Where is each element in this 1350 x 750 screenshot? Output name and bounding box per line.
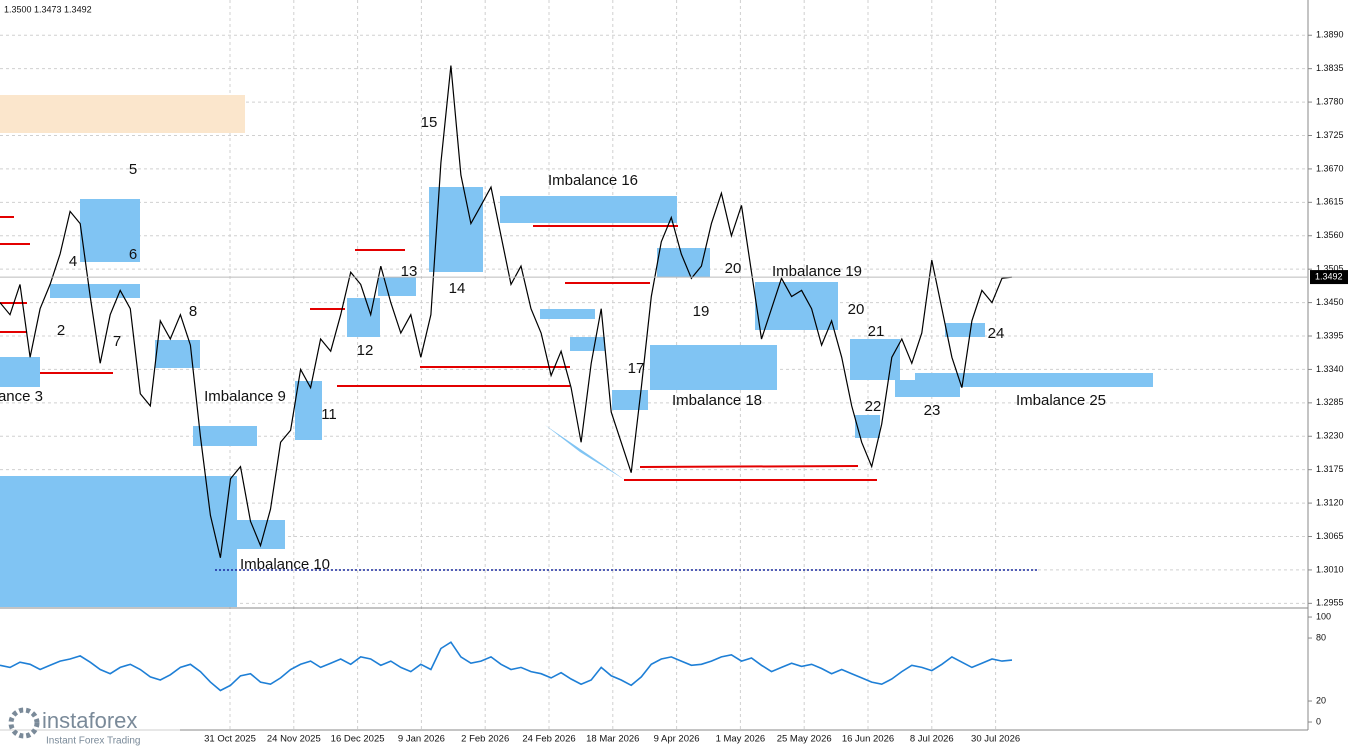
imbalance-zone	[895, 380, 960, 397]
imbalance-zone	[80, 199, 140, 262]
imbalance-zone	[755, 282, 838, 330]
x-tick-label: 16 Jun 2026	[842, 734, 894, 745]
level-line	[639, 465, 859, 468]
annotation: 11	[321, 406, 337, 423]
y-tick-label: 1.3560	[1316, 230, 1344, 240]
x-tick-label: 24 Nov 2025	[267, 734, 321, 745]
annotation: Imbalance 3	[0, 388, 43, 405]
x-tick-label: 16 Dec 2025	[331, 734, 385, 745]
y-tick-label: 1.2955	[1316, 598, 1344, 608]
annotation: Imbalance 25	[1016, 392, 1106, 409]
annotation: 2	[57, 322, 65, 339]
imbalance-zone	[500, 196, 677, 223]
y-tick-label: 1.3780	[1316, 96, 1344, 106]
annotation: 4	[69, 253, 77, 270]
annotation: 24	[988, 325, 1005, 342]
x-tick-label: 9 Apr 2026	[654, 734, 700, 745]
y-tick-label: 1.3505	[1316, 264, 1344, 274]
y-tick-label: 100	[1316, 611, 1331, 621]
y-tick-label: 1.3340	[1316, 364, 1344, 374]
y-tick-label: 1.3010	[1316, 564, 1344, 574]
annotation: 12	[357, 342, 374, 359]
annotation: 5	[129, 161, 137, 178]
x-tick-label: 2 Feb 2026	[461, 734, 509, 745]
logo: instaforex Instant Forex Trading	[0, 703, 180, 750]
y-tick-label: 1.3450	[1316, 297, 1344, 307]
imbalance-zone	[657, 248, 710, 277]
y-tick-label: 1.3120	[1316, 497, 1344, 507]
x-tick-label: 24 Feb 2026	[522, 734, 575, 745]
imbalance-zone	[650, 345, 777, 390]
imbalance-zone	[945, 323, 985, 337]
x-tick-label: 18 Mar 2026	[586, 734, 639, 745]
y-tick-label: 0	[1316, 716, 1321, 726]
logo-icon	[8, 707, 40, 739]
annotation: 14	[449, 280, 466, 297]
imbalance-zone	[540, 309, 595, 319]
imbalance-zone	[915, 373, 1153, 387]
y-tick-label: 1.3285	[1316, 397, 1344, 407]
annotation: 20	[848, 301, 865, 318]
annotation: 23	[924, 402, 941, 419]
imbalance-zone	[347, 298, 380, 337]
annotation: 17	[628, 360, 645, 377]
logo-name: instaforex	[42, 708, 137, 733]
levels	[0, 216, 1038, 571]
x-tick-label: 25 May 2026	[777, 734, 832, 745]
last-price-box	[1310, 270, 1348, 285]
annotation: Imbalance 19	[772, 263, 862, 280]
y-tick-label: 1.3230	[1316, 431, 1344, 441]
annotation: 19	[693, 303, 710, 320]
imbalance-zone	[155, 340, 200, 368]
y-tick-label: 80	[1316, 632, 1326, 642]
ohlc-header: 1.3500 1.3473 1.3492	[4, 4, 92, 14]
y-tick-label: 1.3065	[1316, 531, 1344, 541]
annotation: Imbalance 18	[672, 392, 762, 409]
y-tick-label: 1.3890	[1316, 30, 1344, 40]
annotation: 8	[189, 303, 197, 320]
imbalance-zone	[295, 381, 322, 440]
x-tick-label: 31 Oct 2025	[204, 734, 256, 745]
imbalance-zone	[545, 425, 625, 480]
y-tick-label: 20	[1316, 695, 1326, 705]
y-tick-label: 1.3670	[1316, 163, 1344, 173]
imbalance-zone	[570, 337, 605, 351]
zones	[0, 95, 1153, 607]
y-tick-label: 1.3395	[1316, 330, 1344, 340]
imbalance-zone	[50, 284, 140, 298]
x-tick-label: 30 Jul 2026	[971, 734, 1020, 745]
annotation: 20	[725, 260, 742, 277]
annotation: 15	[421, 114, 438, 131]
y-tick-label: 1.3725	[1316, 130, 1344, 140]
y-tick-label: 1.3175	[1316, 464, 1344, 474]
annotation: 13	[401, 263, 418, 280]
annotation: Imbalance 10	[240, 556, 330, 573]
imbalance-zone	[850, 339, 900, 380]
y-tick-label: 1.3835	[1316, 63, 1344, 73]
logo-tagline: Instant Forex Trading	[46, 736, 141, 747]
x-tick-label: 8 Jul 2026	[910, 734, 954, 745]
annotation: Imbalance 9	[204, 388, 286, 405]
x-tick-label: 9 Jan 2026	[398, 734, 445, 745]
annotation: 6	[129, 246, 137, 263]
imbalance-zone	[0, 357, 40, 387]
imbalance-zone	[855, 415, 880, 438]
rsi-line	[0, 641, 1013, 692]
annotation: Imbalance 16	[548, 172, 638, 189]
y-tick-label: 1.3615	[1316, 197, 1344, 207]
imbalance-zone	[193, 426, 257, 446]
annotation: 22	[865, 398, 882, 415]
price-line	[0, 65, 1013, 558]
x-tick-label: 1 May 2026	[716, 734, 766, 745]
supply-zone	[0, 95, 245, 133]
imbalance-zone	[0, 476, 237, 607]
annotation: 21	[868, 323, 885, 340]
annotation: 7	[113, 333, 121, 350]
imbalance-zone	[612, 390, 648, 410]
last-price-label: 1.3492	[1315, 271, 1343, 281]
